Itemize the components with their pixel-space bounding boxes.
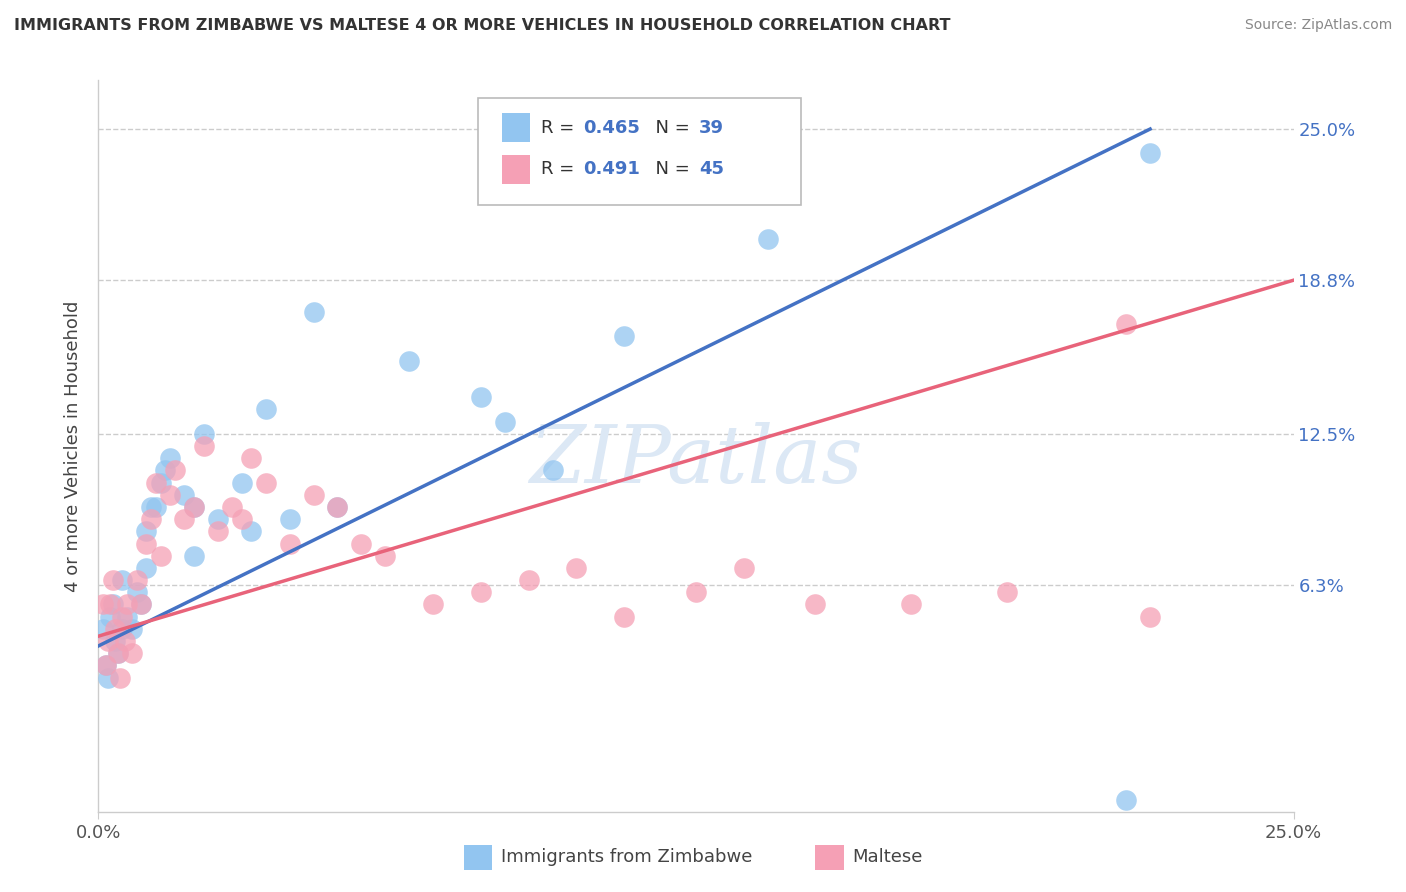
- Point: [173, 512, 195, 526]
- Point: [98, 609, 122, 624]
- Point: [374, 549, 396, 563]
- Point: [135, 536, 157, 550]
- Text: 45: 45: [699, 161, 724, 178]
- Point: [398, 353, 420, 368]
- Point: [733, 561, 755, 575]
- Point: [139, 512, 162, 526]
- Point: [1115, 317, 1137, 331]
- Point: [494, 415, 516, 429]
- Point: [104, 634, 127, 648]
- Point: [121, 646, 143, 660]
- Point: [135, 561, 157, 575]
- Point: [995, 585, 1018, 599]
- Point: [173, 488, 195, 502]
- Text: ZIPatlas: ZIPatlas: [529, 422, 863, 500]
- Text: Source: ZipAtlas.com: Source: ZipAtlas.com: [1244, 18, 1392, 32]
- Point: [613, 609, 636, 624]
- Point: [111, 573, 134, 587]
- Point: [145, 475, 167, 490]
- Y-axis label: 4 or more Vehicles in Household: 4 or more Vehicles in Household: [65, 301, 83, 591]
- Point: [1139, 609, 1161, 624]
- Point: [121, 622, 143, 636]
- Point: [517, 573, 540, 587]
- Point: [254, 402, 277, 417]
- Text: R =: R =: [541, 119, 581, 136]
- Point: [422, 598, 444, 612]
- Point: [240, 451, 263, 466]
- Point: [149, 475, 172, 490]
- Point: [111, 609, 134, 624]
- Point: [278, 536, 301, 550]
- Point: [254, 475, 277, 490]
- Point: [278, 512, 301, 526]
- Point: [193, 426, 215, 441]
- Point: [159, 451, 181, 466]
- Point: [183, 500, 205, 514]
- Point: [101, 598, 124, 612]
- Point: [756, 232, 779, 246]
- Point: [125, 585, 148, 599]
- Point: [221, 500, 243, 514]
- Point: [104, 622, 127, 636]
- Point: [193, 439, 215, 453]
- Point: [470, 390, 492, 404]
- Point: [302, 305, 325, 319]
- Point: [159, 488, 181, 502]
- Point: [240, 524, 263, 539]
- Point: [131, 598, 153, 612]
- Point: [470, 585, 492, 599]
- Point: [131, 598, 153, 612]
- Point: [326, 500, 349, 514]
- Point: [350, 536, 373, 550]
- Point: [111, 622, 134, 636]
- Point: [97, 671, 120, 685]
- Point: [183, 500, 205, 514]
- Text: Maltese: Maltese: [852, 848, 922, 866]
- Point: [155, 463, 177, 477]
- Point: [94, 658, 117, 673]
- Point: [1139, 146, 1161, 161]
- Point: [135, 524, 157, 539]
- Point: [207, 512, 229, 526]
- Point: [685, 585, 707, 599]
- Point: [115, 609, 138, 624]
- Point: [125, 573, 148, 587]
- Point: [94, 658, 117, 673]
- Point: [139, 500, 162, 514]
- Point: [91, 622, 114, 636]
- Text: 39: 39: [699, 119, 724, 136]
- Point: [302, 488, 325, 502]
- Point: [149, 549, 172, 563]
- Point: [326, 500, 349, 514]
- Point: [91, 598, 114, 612]
- Point: [101, 573, 124, 587]
- Point: [804, 598, 827, 612]
- Point: [107, 646, 129, 660]
- Point: [115, 598, 138, 612]
- Point: [98, 598, 122, 612]
- Text: N =: N =: [644, 119, 696, 136]
- Text: Immigrants from Zimbabwe: Immigrants from Zimbabwe: [501, 848, 752, 866]
- Text: R =: R =: [541, 161, 581, 178]
- Point: [163, 463, 186, 477]
- Point: [1115, 792, 1137, 806]
- Point: [145, 500, 167, 514]
- Point: [613, 329, 636, 343]
- Point: [541, 463, 564, 477]
- Text: N =: N =: [644, 161, 696, 178]
- Text: 0.491: 0.491: [583, 161, 640, 178]
- Point: [97, 634, 120, 648]
- Point: [114, 634, 136, 648]
- Point: [207, 524, 229, 539]
- Point: [183, 549, 205, 563]
- Point: [231, 475, 253, 490]
- Point: [107, 646, 129, 660]
- Point: [900, 598, 922, 612]
- Point: [231, 512, 253, 526]
- Point: [565, 561, 588, 575]
- Text: IMMIGRANTS FROM ZIMBABWE VS MALTESE 4 OR MORE VEHICLES IN HOUSEHOLD CORRELATION : IMMIGRANTS FROM ZIMBABWE VS MALTESE 4 OR…: [14, 18, 950, 33]
- Point: [108, 671, 131, 685]
- Text: 0.465: 0.465: [583, 119, 640, 136]
